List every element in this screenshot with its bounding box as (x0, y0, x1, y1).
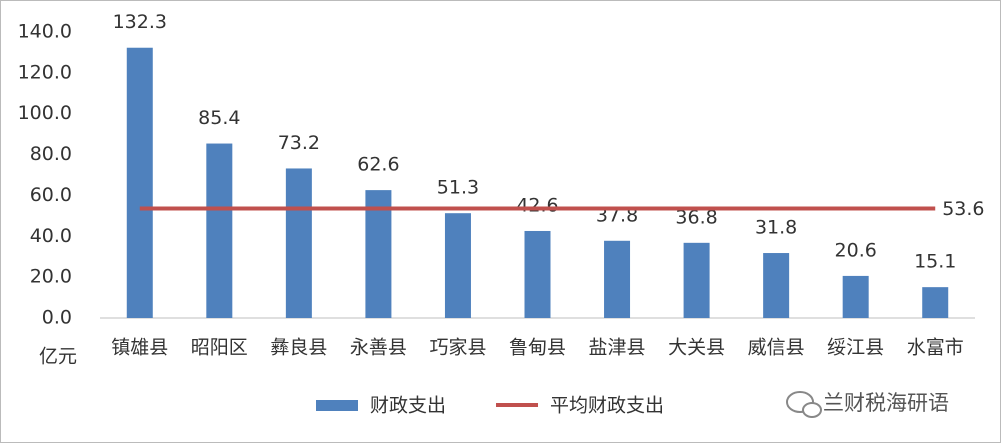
x-tick-label: 彝良县 (270, 337, 327, 359)
legend-label: 财政支出 (370, 395, 446, 417)
x-tick-label: 镇雄县 (111, 337, 168, 359)
bar (444, 213, 471, 318)
x-tick-label: 绥江县 (827, 337, 884, 359)
y-tick-label: 100.0 (18, 102, 72, 124)
y-tick-label: 140.0 (18, 21, 72, 43)
bar (285, 168, 312, 318)
value-label: 73.2 (278, 132, 320, 154)
value-label: 20.6 (835, 239, 877, 261)
watermark-icon (802, 402, 822, 418)
watermark-text: 兰财税海研语 (823, 391, 949, 415)
y-tick-label: 80.0 (30, 143, 72, 165)
bar (922, 287, 949, 318)
legend-swatch (316, 400, 358, 411)
x-tick-label: 永善县 (350, 337, 407, 359)
value-label: 36.8 (675, 206, 717, 228)
x-tick-label: 盐津县 (589, 337, 646, 359)
y-tick-label: 60.0 (30, 184, 72, 206)
bar (524, 230, 551, 318)
value-label: 132.3 (113, 11, 167, 33)
x-tick-label: 大关县 (668, 337, 725, 359)
bar (365, 190, 392, 318)
value-label: 31.8 (755, 217, 797, 239)
y-tick-label: 20.0 (30, 266, 72, 288)
y-tick-label: 0.0 (42, 307, 72, 329)
bar (842, 275, 869, 318)
bar (126, 47, 153, 318)
x-tick-label: 威信县 (748, 337, 805, 359)
value-label: 42.6 (516, 194, 558, 216)
x-tick-label: 巧家县 (429, 337, 486, 359)
value-label: 15.1 (914, 251, 956, 273)
value-label: 53.6 (942, 198, 984, 220)
watermark-icon (786, 391, 814, 413)
bar (604, 240, 631, 318)
x-tick-label: 鲁甸县 (509, 337, 566, 359)
value-label: 85.4 (198, 107, 240, 129)
x-tick-label: 昭阳区 (191, 337, 248, 359)
legend-label: 平均财政支出 (550, 395, 664, 417)
watermark: 兰财税海研语 (786, 391, 949, 418)
x-tick-label: 水富市 (907, 337, 964, 359)
value-label: 62.6 (357, 154, 399, 176)
value-label: 51.3 (437, 177, 479, 199)
bar (763, 253, 790, 318)
bar (683, 242, 710, 318)
bar (206, 143, 233, 318)
y-tick-label: 120.0 (18, 61, 72, 83)
y-unit: 亿元 (39, 346, 77, 368)
y-tick-label: 40.0 (30, 225, 72, 247)
